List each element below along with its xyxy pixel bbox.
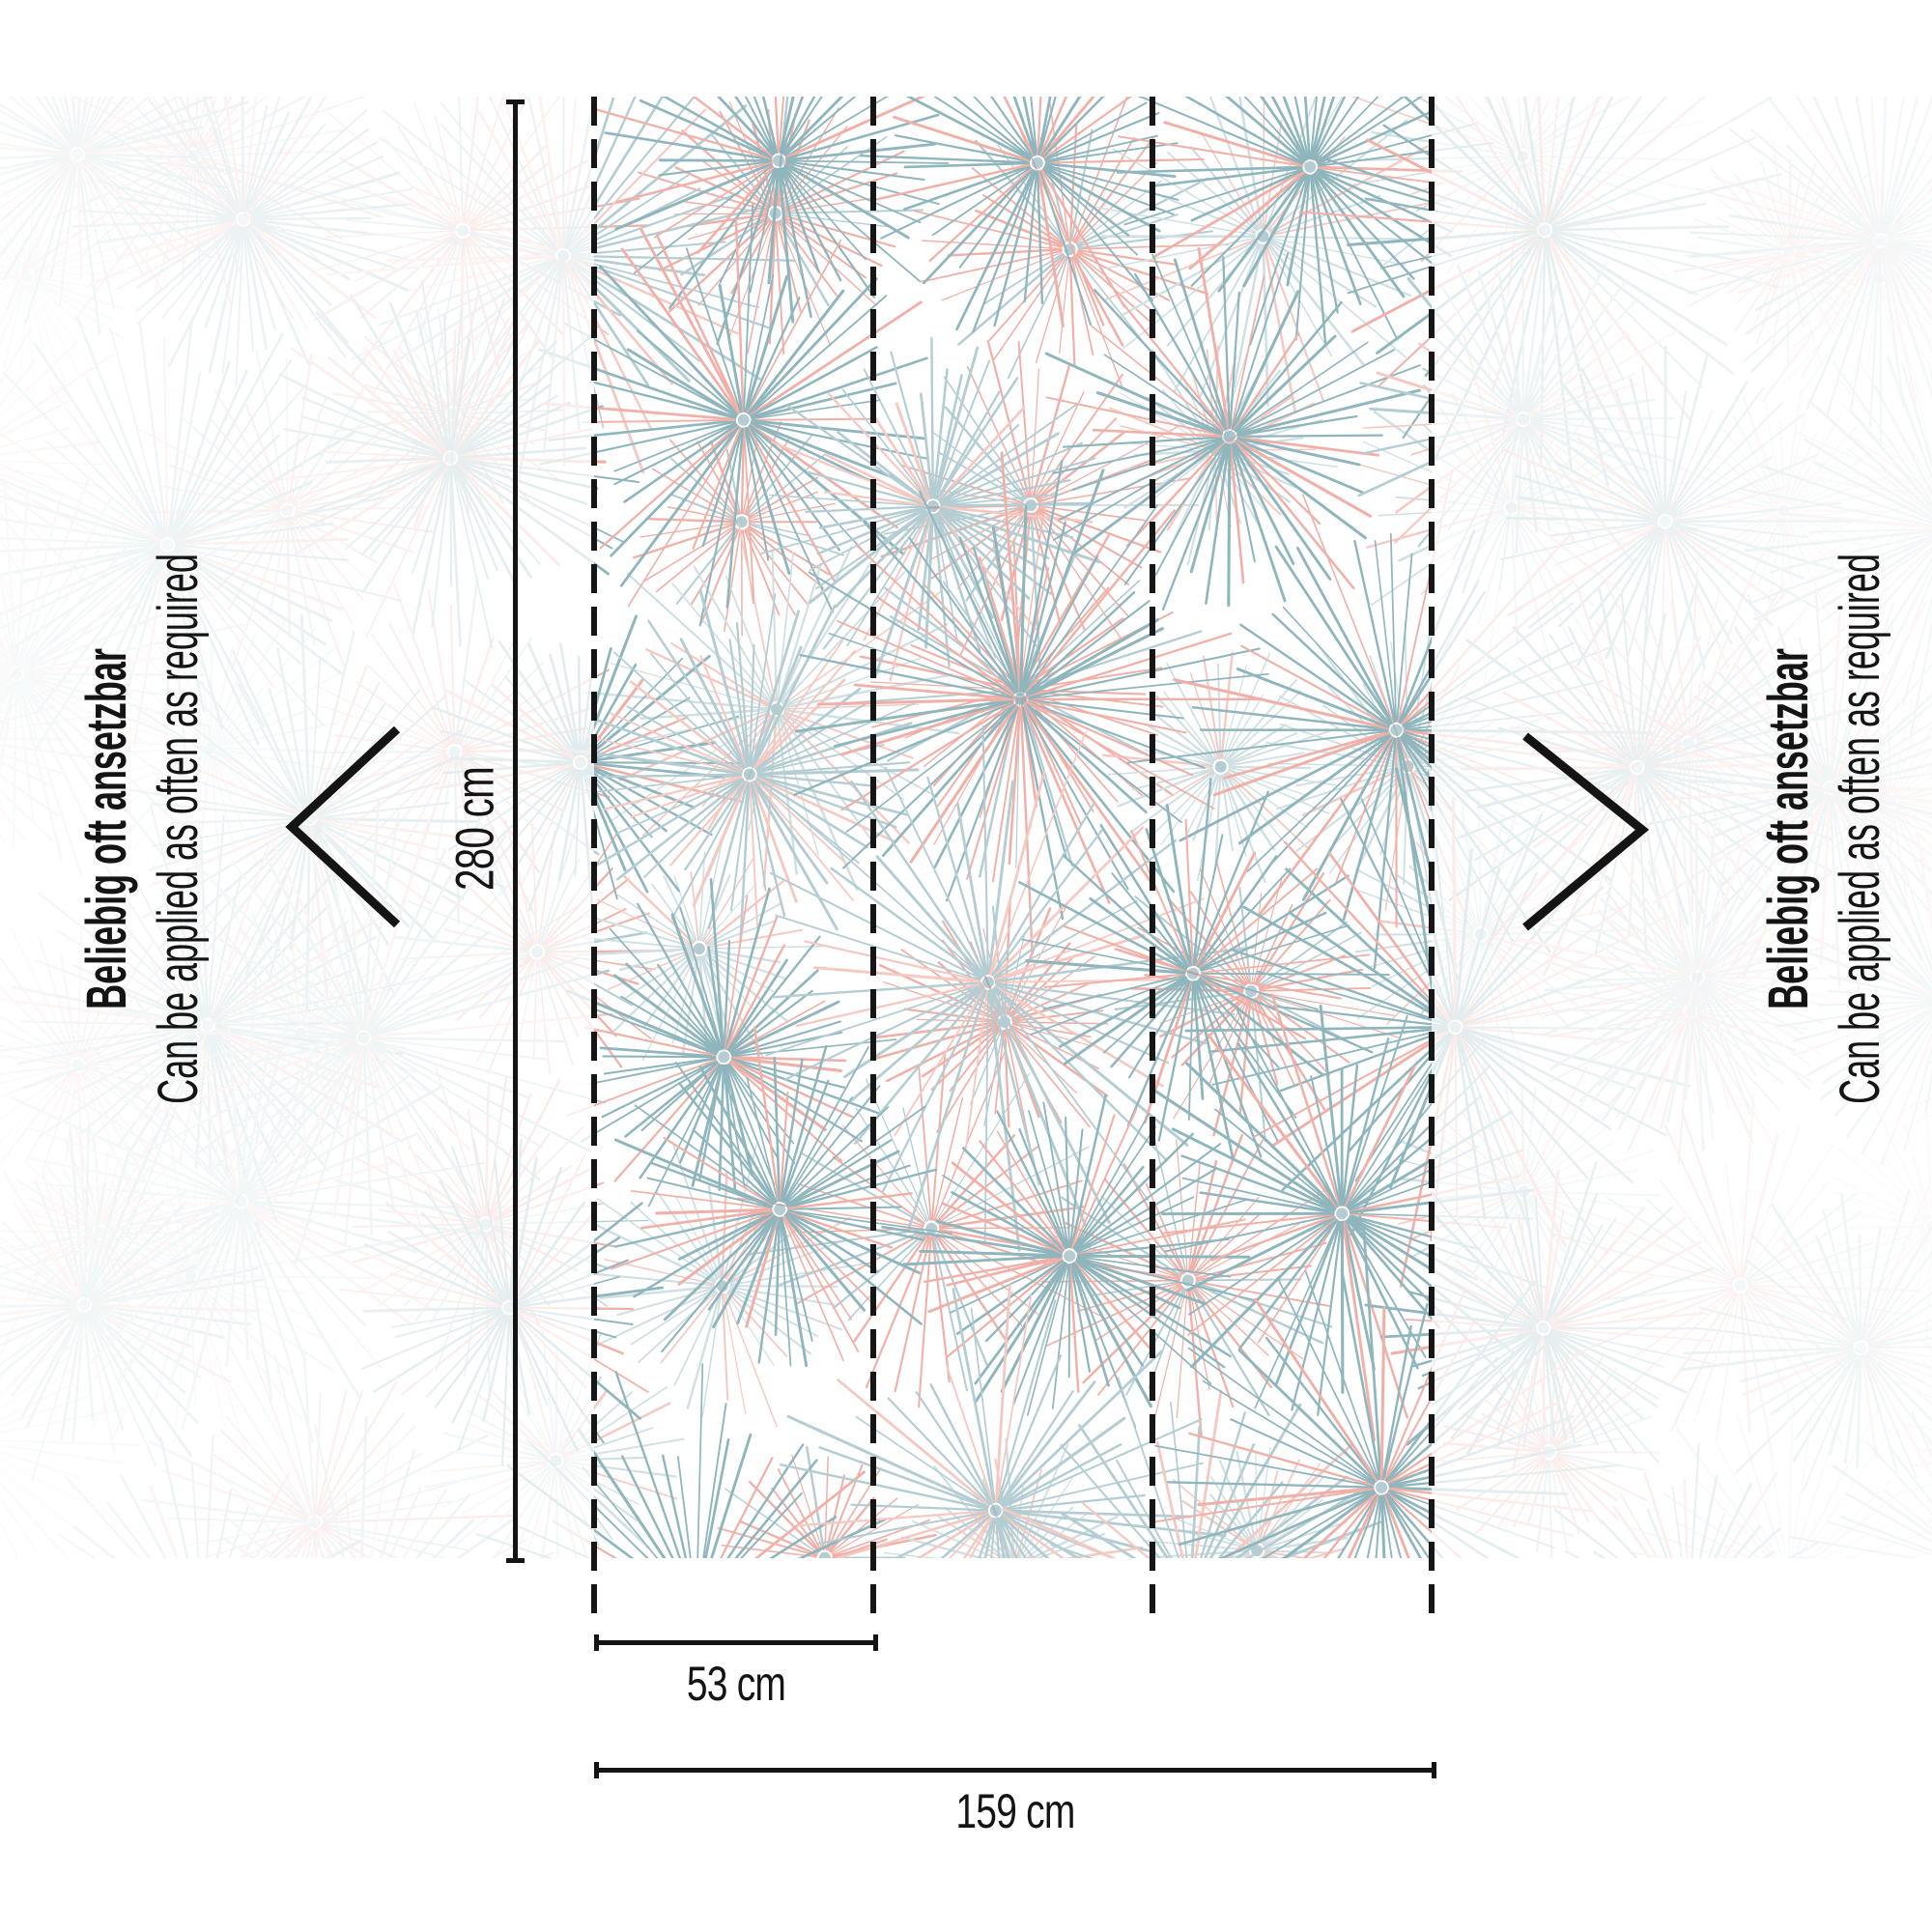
height-measure-line	[506, 99, 525, 1563]
measure-cap-left	[594, 1634, 599, 1651]
side-note-english: Can be applied as often as required	[1829, 554, 1891, 1104]
side-note-german: Beliebig oft ansetzbar	[1757, 648, 1820, 1009]
measure-cap-top	[506, 99, 525, 104]
measure-cap-left	[594, 1762, 599, 1778]
side-note-english: Can be applied as often as required	[147, 554, 210, 1104]
side-note-right: Beliebig oft ansetzbar Can be applied as…	[1753, 554, 1896, 1104]
seam-dashed-line-2	[870, 97, 876, 1618]
seam-dashed-line-4	[1429, 97, 1435, 1618]
height-dimension-label: 280 cm	[443, 767, 505, 891]
total-width-dimension-label: 159 cm	[955, 1784, 1075, 1838]
fade-overlay-right	[1432, 97, 1932, 1558]
measure-cap-right	[873, 1634, 878, 1651]
side-note-left: Beliebig oft ansetzbar Can be applied as…	[71, 554, 214, 1104]
measure-cap-bottom	[506, 1558, 525, 1563]
measure-cap-right	[1432, 1762, 1436, 1778]
seam-dashed-line-3	[1150, 97, 1155, 1618]
seam-dashed-line-1	[591, 97, 597, 1618]
side-note-german: Beliebig oft ansetzbar	[75, 648, 138, 1009]
total-width-measure-bar	[594, 1762, 1436, 1778]
strip-width-measure-bar	[594, 1634, 878, 1651]
strip-width-dimension-label: 53 cm	[686, 1657, 786, 1711]
